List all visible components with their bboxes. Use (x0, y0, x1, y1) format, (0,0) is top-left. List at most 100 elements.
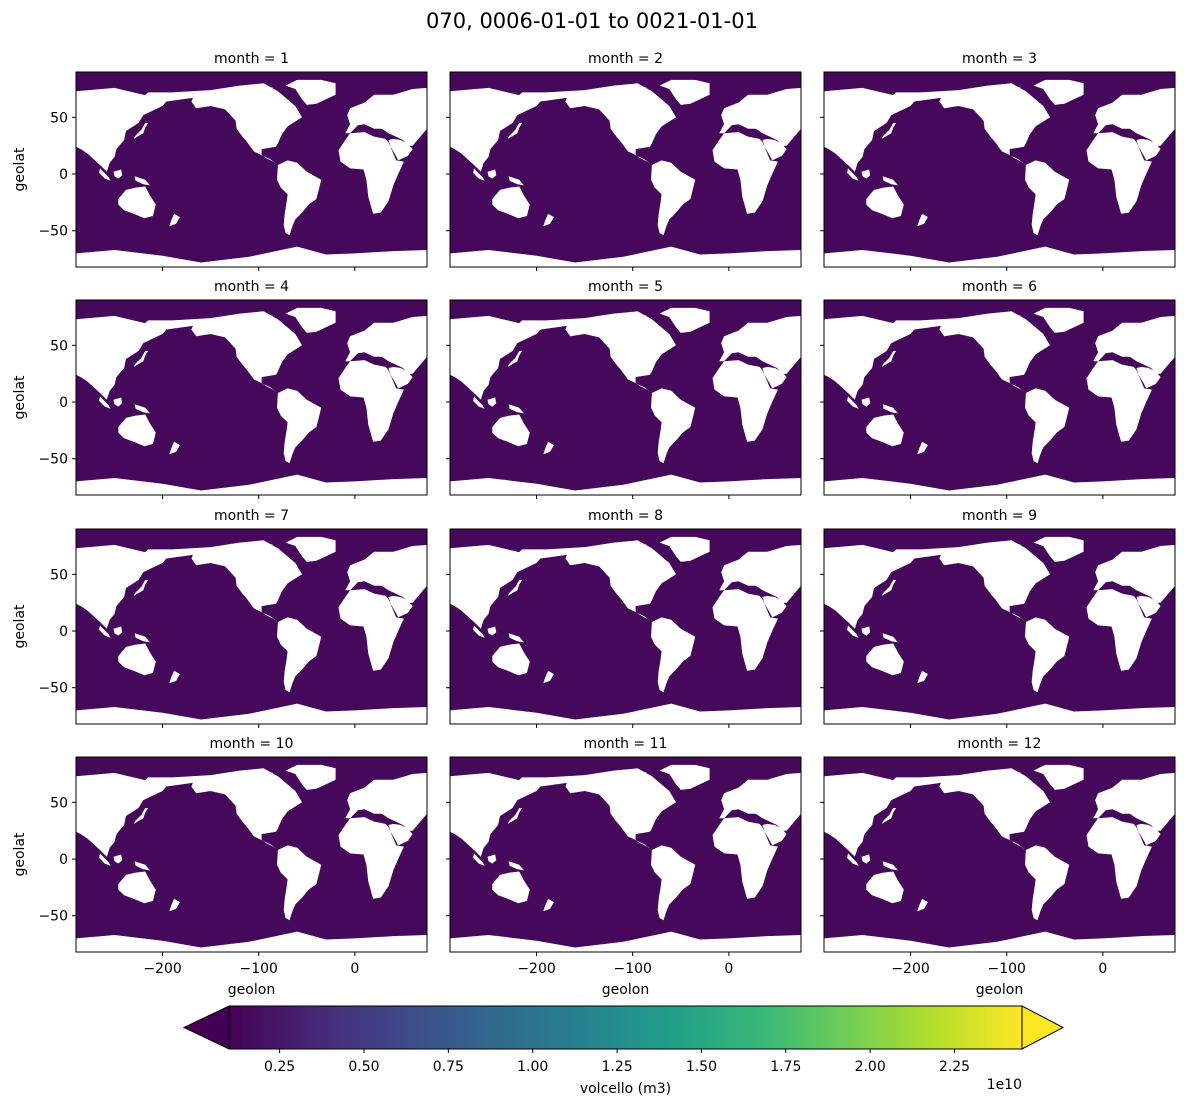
land-mask (861, 626, 871, 636)
land-mask (712, 132, 778, 214)
land-mask (881, 351, 897, 367)
land-mask (861, 169, 871, 179)
land-mask (762, 138, 787, 161)
land-mask (133, 311, 302, 393)
land-mask (982, 770, 1022, 778)
land-mask (507, 808, 523, 824)
land-mask (76, 87, 168, 172)
land-mask (388, 366, 413, 389)
x-tick-label: −100 (239, 961, 277, 977)
land-mask (118, 414, 156, 447)
colorbar-tick-label: 1.50 (686, 1059, 717, 1075)
land-mask (134, 176, 150, 186)
axes-frame (823, 71, 1176, 268)
axes-frame (75, 71, 428, 268)
land-mask (99, 396, 111, 409)
panel-title: month = 12 (958, 736, 1042, 752)
land-mask (847, 625, 859, 638)
land-mask (824, 544, 916, 629)
land-mask (450, 474, 801, 495)
y-tick-label: −50 (38, 681, 68, 697)
heatmap-field (450, 300, 801, 495)
panel-month-9: month = 9 (820, 508, 1176, 728)
panel-title: month = 11 (584, 736, 668, 752)
land-mask (1136, 138, 1161, 161)
land-mask (881, 540, 1050, 622)
land-mask (824, 315, 916, 400)
heatmap-field (76, 529, 427, 724)
land-mask (76, 703, 427, 724)
y-tick-label: 50 (50, 338, 68, 354)
land-mask (847, 853, 859, 866)
x-axis-label: geolon (976, 982, 1023, 998)
land-mask (234, 313, 274, 321)
land-mask (338, 589, 404, 671)
panel-month-12: month = 12 −200 −100 0 geolon (820, 736, 1176, 998)
land-mask (473, 853, 485, 866)
land-mask (507, 351, 523, 367)
land-mask (277, 845, 322, 921)
land-mask (345, 87, 427, 146)
panel-title: month = 4 (214, 279, 289, 295)
land-mask (507, 768, 676, 850)
panel-title: month = 6 (962, 279, 1037, 295)
heatmap-field (450, 529, 801, 724)
land-mask (118, 186, 156, 219)
land-mask (338, 132, 404, 214)
land-mask (76, 931, 427, 952)
colorbar-tick-label: 1.00 (517, 1059, 548, 1075)
heatmap-field (76, 300, 427, 495)
land-mask (866, 871, 904, 904)
land-mask (285, 307, 336, 333)
land-mask (450, 703, 801, 724)
land-mask (450, 246, 801, 267)
colorbar-tick-label: 2.00 (855, 1059, 886, 1075)
land-mask (824, 772, 916, 857)
land-mask (133, 808, 149, 824)
land-mask (113, 397, 123, 407)
land-mask (113, 854, 123, 864)
panel-title: month = 10 (210, 736, 294, 752)
panel-month-5: month = 5 (446, 279, 802, 499)
land-mask (277, 160, 322, 236)
x-tick-label: −200 (143, 961, 181, 977)
land-mask (450, 87, 542, 172)
land-mask (659, 764, 710, 790)
heatmap-field (450, 72, 801, 267)
land-mask (651, 160, 696, 236)
land-mask (487, 169, 497, 179)
land-mask (847, 396, 859, 409)
land-mask (133, 580, 149, 596)
land-mask (118, 643, 156, 676)
land-mask (543, 213, 554, 227)
land-mask (1033, 536, 1084, 562)
land-mask (1033, 764, 1084, 790)
land-mask (169, 898, 180, 912)
land-mask (608, 542, 648, 550)
land-mask (508, 176, 524, 186)
x-axis-label: geolon (228, 982, 275, 998)
land-mask (866, 186, 904, 219)
colorbar-tick-label: 0.75 (433, 1059, 464, 1075)
land-mask (866, 643, 904, 676)
land-mask (917, 670, 928, 684)
land-mask (473, 168, 485, 181)
land-mask (762, 823, 787, 846)
land-mask (847, 168, 859, 181)
land-mask (543, 441, 554, 455)
land-mask (1025, 617, 1070, 693)
land-mask (882, 861, 898, 871)
land-mask (651, 617, 696, 693)
land-mask (234, 542, 274, 550)
heatmap-field (824, 300, 1175, 495)
x-tick-label: 0 (1098, 961, 1107, 977)
land-mask (285, 79, 336, 105)
panel-month-1: month = 1 50 0 −50 geolat (12, 51, 428, 271)
land-mask (824, 87, 916, 172)
y-axis-label: geolat (12, 832, 28, 877)
land-mask (881, 768, 1050, 850)
land-mask (1136, 366, 1161, 389)
land-mask (608, 313, 648, 321)
land-mask (543, 670, 554, 684)
land-mask (507, 580, 523, 596)
